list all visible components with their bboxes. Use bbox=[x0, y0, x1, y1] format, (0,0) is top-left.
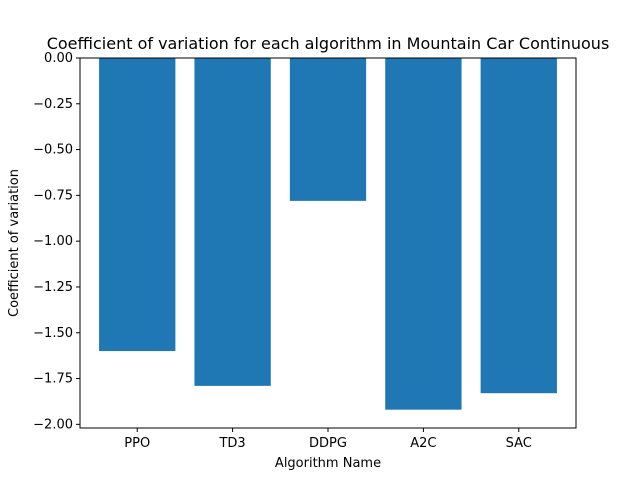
y-tick-label: 0.00 bbox=[44, 51, 73, 66]
bar-sac bbox=[480, 58, 557, 394]
y-tick-label: −1.25 bbox=[33, 280, 73, 295]
chart-title: Coefficient of variation for each algori… bbox=[47, 34, 610, 53]
y-axis-label: Coefficient of variation bbox=[7, 169, 22, 317]
y-axis: 0.00 −0.25 −0.50 −0.75 −1.00 −1.25 −1.50 −1.75 −… bbox=[33, 51, 80, 432]
bar-ppo bbox=[99, 58, 176, 352]
bar-td3 bbox=[194, 58, 271, 386]
x-tick-label: PPO bbox=[124, 436, 150, 451]
x-axis-label: Algorithm Name bbox=[275, 456, 381, 471]
x-tick-label: A2C bbox=[410, 436, 436, 451]
y-tick-label: −0.25 bbox=[33, 97, 73, 112]
y-tick-label: −1.00 bbox=[33, 234, 73, 249]
x-tick-label: SAC bbox=[506, 436, 532, 451]
y-tick-label: −1.50 bbox=[33, 326, 73, 341]
bar-ddpg bbox=[289, 58, 367, 201]
x-tick-label: TD3 bbox=[218, 436, 245, 451]
bar-a2c bbox=[385, 58, 462, 410]
y-tick-label: −1.75 bbox=[33, 372, 73, 387]
x-tick-label: DDPG bbox=[309, 436, 347, 451]
y-tick-label: −0.50 bbox=[33, 143, 73, 158]
y-tick-label: −0.75 bbox=[33, 188, 73, 203]
y-tick-label: −2.00 bbox=[33, 417, 73, 432]
x-axis: PPO TD3 DDPG A2C SAC bbox=[124, 428, 532, 451]
plot-area bbox=[99, 58, 557, 410]
